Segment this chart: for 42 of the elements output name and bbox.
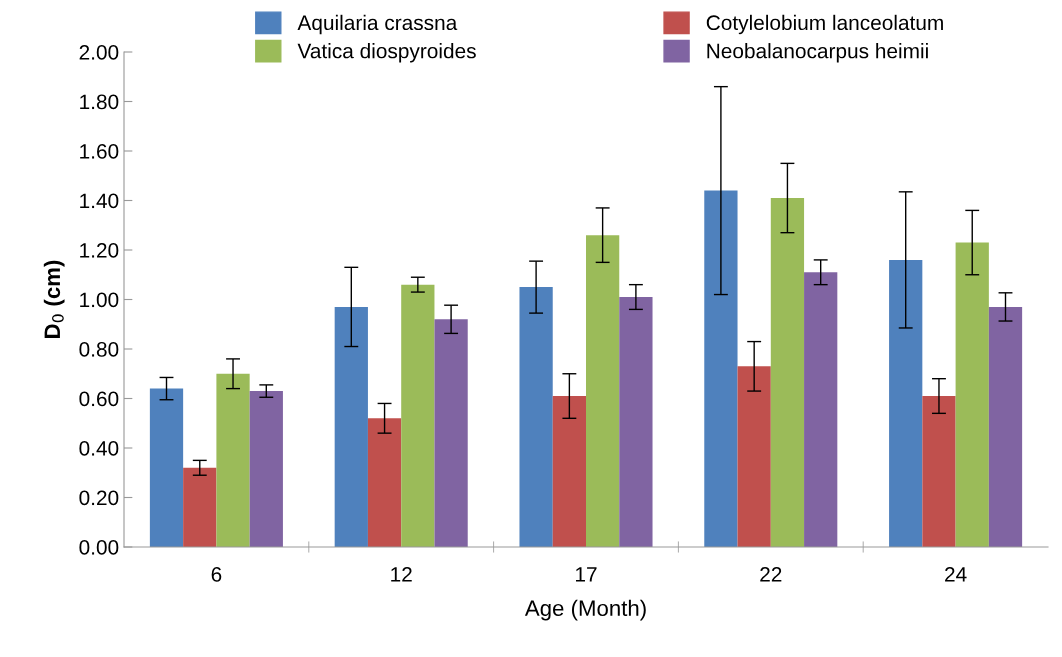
x-tick-label: 12 [391, 566, 412, 582]
y-tick-label: 0.20 [79, 490, 119, 506]
bar [770, 198, 805, 547]
bar [367, 418, 402, 547]
bar [149, 388, 184, 547]
bar [434, 319, 468, 547]
x-tick-label: 22 [760, 566, 782, 582]
bar [804, 272, 838, 547]
bar [737, 366, 771, 547]
y-tick-label: 1.60 [80, 144, 119, 159]
legend-label: Cotylelobium lanceolatum [706, 14, 943, 35]
bar [183, 467, 217, 547]
y-tick-label: 0.60 [79, 391, 119, 407]
bar [334, 306, 368, 547]
bar [955, 242, 989, 547]
bar [401, 284, 435, 547]
x-tick-label: 17 [576, 567, 597, 582]
y-tick-label: 0.40 [79, 441, 119, 456]
bar [519, 287, 553, 547]
legend-label: Vatica diospyroides [297, 43, 476, 63]
bar [922, 396, 956, 547]
bar [216, 373, 250, 547]
bar [552, 396, 586, 547]
bar [889, 259, 923, 547]
x-tick-label: 6 [211, 566, 222, 582]
x-tick-label: 24 [945, 566, 967, 582]
legend-label: Aquilaria crassna [297, 14, 458, 35]
bar [988, 306, 1023, 547]
y-tick-label: 1.80 [80, 94, 119, 110]
y-tick-label: 1.00 [80, 292, 119, 308]
x-axis-title: Age (Month) [524, 599, 646, 621]
bar [586, 235, 620, 547]
y-tick-label: 0.00 [79, 540, 119, 555]
bar [249, 391, 283, 547]
y-tick-label: 1.20 [80, 243, 119, 258]
y-tick-label: 1.40 [80, 193, 119, 209]
bar [619, 297, 653, 547]
y-axis-title: D$_{0}$ (cm) [43, 260, 65, 339]
legend-label: Neobalanocarpus heimii [707, 43, 928, 63]
y-tick-label: 2.00 [79, 45, 119, 60]
y-tick-label: 0.80 [79, 342, 119, 357]
bar [704, 190, 738, 547]
